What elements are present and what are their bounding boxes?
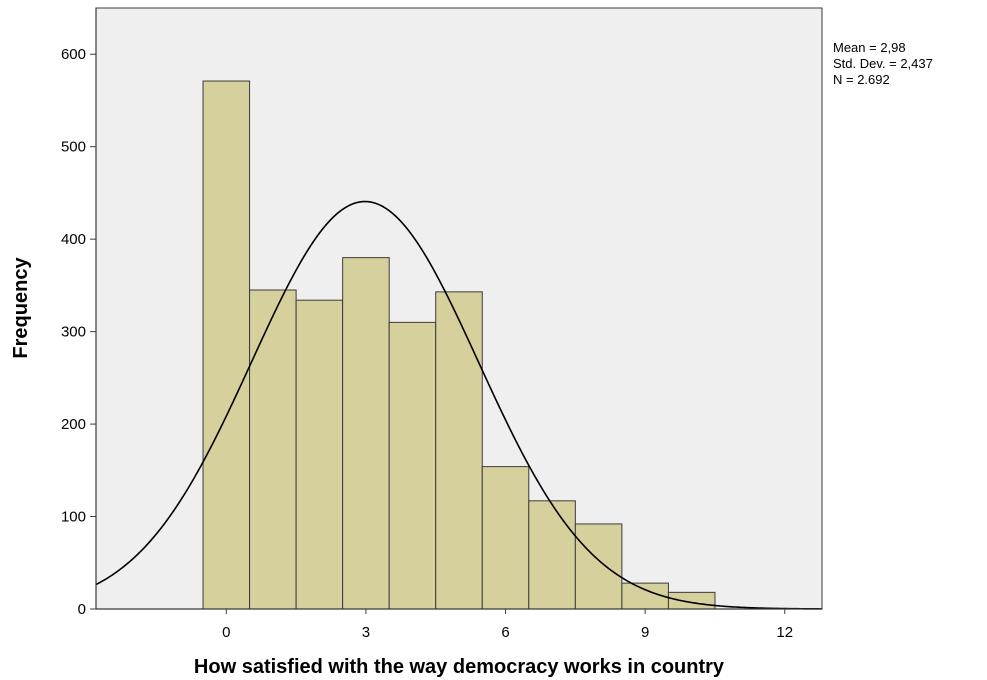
histogram-bar xyxy=(295,299,344,610)
histogram-bar xyxy=(388,321,437,610)
y-tick-label: 300 xyxy=(61,324,86,341)
histogram-bar xyxy=(481,466,530,610)
y-tick-label: 100 xyxy=(61,509,86,526)
y-axis-title: Frequency xyxy=(10,257,32,359)
normal-curve xyxy=(95,200,823,610)
histogram-bar xyxy=(528,500,576,610)
x-axis: 0 3 6 9 12 xyxy=(222,609,793,641)
histogram-bar xyxy=(342,257,390,610)
histogram-bar xyxy=(574,523,623,610)
x-tick-label: 12 xyxy=(776,624,793,641)
x-tick-label: 9 xyxy=(641,624,649,641)
stat-n: N = 2.692 xyxy=(833,72,890,87)
histogram-bar xyxy=(667,591,716,610)
y-tick-label: 200 xyxy=(61,416,86,433)
stat-mean: Mean = 2,98 xyxy=(833,40,906,55)
x-tick-label: 0 xyxy=(222,624,230,641)
stat-std-dev: Std. Dev. = 2,437 xyxy=(833,56,933,71)
histogram-bar xyxy=(435,291,483,610)
x-tick-label: 6 xyxy=(501,624,509,641)
y-axis: 0 100 200 300 400 500 600 xyxy=(61,46,96,618)
y-tick-label: 600 xyxy=(61,46,86,63)
histogram-bar xyxy=(202,80,251,610)
bars-layer xyxy=(202,80,716,610)
x-axis-title: How satisfied with the way democracy wor… xyxy=(194,656,725,678)
y-tick-label: 500 xyxy=(61,139,86,156)
x-tick-label: 3 xyxy=(362,624,370,641)
stats-legend: Mean = 2,98 Std. Dev. = 2,437 N = 2.692 xyxy=(833,40,933,87)
y-tick-label: 400 xyxy=(61,231,86,248)
histogram-bar xyxy=(249,289,297,610)
y-tick-label: 0 xyxy=(78,601,86,618)
